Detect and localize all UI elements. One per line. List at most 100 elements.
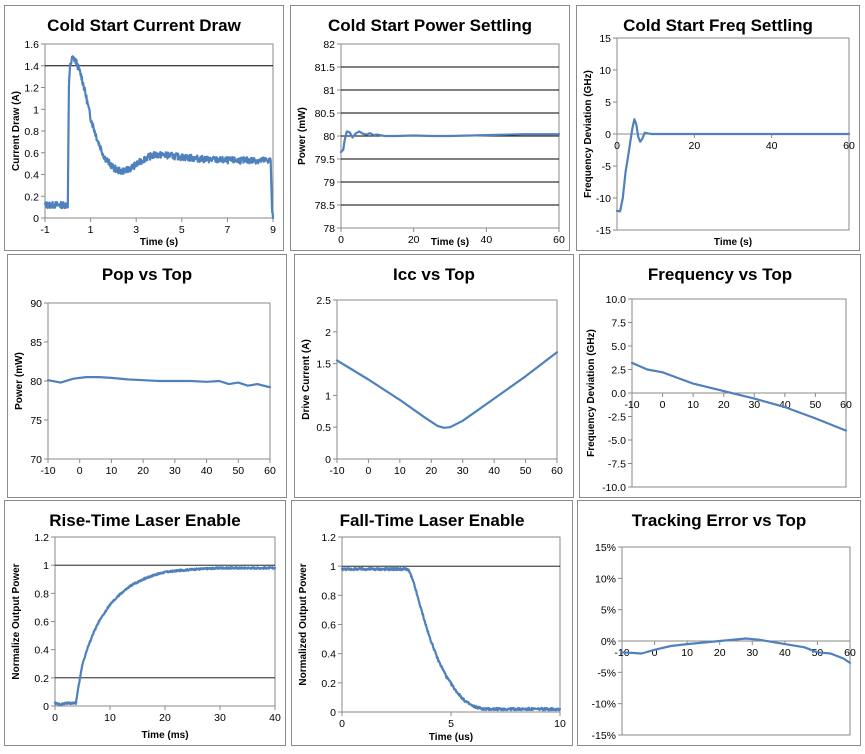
y-axis-label: Frequency Deviation (GHz)	[586, 329, 597, 457]
x-tick-label: -10	[624, 399, 639, 411]
y-tick-label: 1.2	[34, 532, 49, 544]
y-tick-label: 0%	[601, 636, 616, 648]
y-tick-label: -7.5	[608, 459, 626, 471]
chart-panel-rise-time-laser-enable: Rise-Time Laser Enable 0 0.2 0.4 0.6 0.8 1 1.2 0…	[4, 500, 286, 746]
y-tick-label: 1.2	[321, 532, 336, 544]
y-tick-label: 78.5	[315, 200, 336, 212]
y-tick-label: 2.5	[316, 295, 331, 307]
chart-title: Fall-Time Laser Enable	[340, 511, 525, 530]
chart-svg: Cold Start Current Draw 0 0.2 0.4 0.6 0.8 1 1.2…	[11, 16, 276, 248]
y-tick-label: 10%	[595, 573, 616, 585]
y-tick-label: 1	[43, 560, 49, 572]
x-tick-label: 40	[766, 140, 778, 152]
x-tick-label: 10	[681, 647, 693, 659]
y-tick-label: 0	[605, 129, 611, 141]
x-axis-label: Time (s)	[714, 237, 752, 248]
x-tick-label: 5	[448, 718, 454, 730]
x-tick-label: 50	[520, 465, 532, 477]
y-tick-label: 1.4	[24, 61, 39, 73]
y-tick-label: 1.6	[24, 39, 39, 51]
x-tick-label: 5	[179, 224, 185, 236]
x-tick-label: 0	[52, 712, 58, 724]
y-tick-label: 1	[330, 561, 336, 573]
y-tick-label: 80	[323, 131, 335, 143]
x-axis-label: Time (s)	[140, 237, 178, 248]
chart-panel-cold-start-freq-settling: Cold Start Freq Settling -15 -10 -5 0 5 10 15 0 2…	[576, 5, 860, 251]
y-tick-label: 0.6	[24, 148, 39, 160]
y-tick-label: 90	[30, 298, 42, 310]
series-line-0	[615, 118, 851, 213]
y-tick-label: -10%	[591, 699, 616, 711]
y-tick-label: 0.4	[24, 170, 39, 182]
chart-title: Cold Start Current Draw	[47, 16, 241, 35]
y-tick-label: 1.2	[24, 83, 39, 95]
chart-panel-cold-start-current-draw: Cold Start Current Draw 0 0.2 0.4 0.6 0.8 1 1.2…	[4, 5, 284, 251]
x-tick-label: 60	[840, 399, 852, 411]
x-tick-label: 40	[201, 465, 213, 477]
y-tick-label: 15	[599, 33, 611, 45]
x-tick-label: 30	[457, 465, 469, 477]
x-tick-label: 40	[488, 465, 500, 477]
y-tick-label: 78	[323, 223, 335, 235]
series-line-0	[335, 351, 559, 429]
series-line-0	[339, 130, 561, 154]
x-tick-label: 30	[746, 647, 758, 659]
x-tick-label: 30	[169, 465, 181, 477]
y-axis-label: Normalized Output Power	[298, 563, 309, 685]
y-tick-label: 5	[605, 97, 611, 109]
y-tick-label: 5%	[601, 605, 616, 617]
series-line-0	[43, 55, 275, 220]
x-tick-label: 20	[714, 647, 726, 659]
y-tick-label: -5%	[597, 667, 616, 679]
y-tick-label: 5.0	[611, 341, 626, 353]
x-tick-label: 10	[554, 718, 566, 730]
y-tick-label: 7.5	[611, 318, 626, 330]
x-tick-label: 40	[779, 647, 791, 659]
y-tick-label: 0.4	[34, 645, 49, 657]
x-tick-label: 10	[687, 399, 699, 411]
x-tick-label: 60	[844, 647, 856, 659]
x-tick-label: 0	[338, 234, 344, 246]
chart-panel-cold-start-power-settling: Cold Start Power Settling 78 78.5 79 79.5 80 8…	[290, 5, 570, 251]
y-tick-label: 0	[330, 707, 336, 719]
x-tick-label: 20	[688, 140, 700, 152]
chart-title: Pop vs Top	[102, 265, 192, 284]
y-tick-label: 0.8	[24, 126, 39, 138]
chart-panel-icc-vs-top: Icc vs Top 0 0.5 1 1.5 2 2.5 -10 0 10 20 30 40 50 60 Dr…	[294, 254, 574, 498]
y-tick-label: 0.6	[34, 617, 49, 629]
y-tick-label: 0	[325, 454, 331, 466]
y-tick-label: 1.5	[316, 359, 331, 371]
chart-title: Cold Start Power Settling	[328, 16, 532, 35]
y-tick-label: 10	[599, 65, 611, 77]
chart-title: Icc vs Top	[393, 265, 475, 284]
x-axis-label: Time (s)	[431, 237, 469, 248]
chart-svg: Pop vs Top 70 75 80 85 90 -10 0 10 20 30 40 50 60 Powe…	[14, 265, 276, 477]
chart-title: Tracking Error vs Top	[632, 511, 806, 530]
x-tick-label: 9	[270, 224, 276, 236]
x-tick-label: 40	[269, 712, 281, 724]
y-tick-label: 79.5	[315, 154, 336, 166]
y-tick-label: -10	[596, 193, 611, 205]
y-tick-label: 81.5	[315, 62, 336, 74]
x-tick-label: -10	[329, 465, 344, 477]
chart-panel-tracking-error-vs-top: Tracking Error vs Top -15% -10% -5% 0% 5% 10% 1…	[577, 500, 861, 746]
x-tick-label: 60	[553, 234, 565, 246]
y-tick-label: 0.2	[24, 191, 39, 203]
x-tick-label: -1	[40, 224, 49, 236]
chart-svg: Cold Start Power Settling 78 78.5 79 79.5 80 8…	[297, 16, 565, 248]
y-tick-label: -15	[596, 225, 611, 237]
series-line-0	[630, 361, 848, 432]
y-tick-label: 0.0	[611, 388, 626, 400]
x-tick-label: 20	[408, 234, 420, 246]
chart-svg: Fall-Time Laser Enable 0 0.2 0.4 0.6 0.8 1 1.2 0…	[298, 511, 566, 743]
y-tick-label: 80	[30, 376, 42, 388]
y-tick-label: 79	[323, 177, 335, 189]
chart-panel-pop-vs-top: Pop vs Top 70 75 80 85 90 -10 0 10 20 30 40 50 60 Powe…	[7, 254, 287, 498]
y-tick-label: 0.5	[316, 422, 331, 434]
x-tick-label: 10	[106, 465, 118, 477]
y-tick-label: 10.0	[606, 294, 627, 306]
x-tick-label: 3	[133, 224, 139, 236]
x-tick-label: 0	[614, 140, 620, 152]
y-tick-label: 0.8	[321, 590, 336, 602]
